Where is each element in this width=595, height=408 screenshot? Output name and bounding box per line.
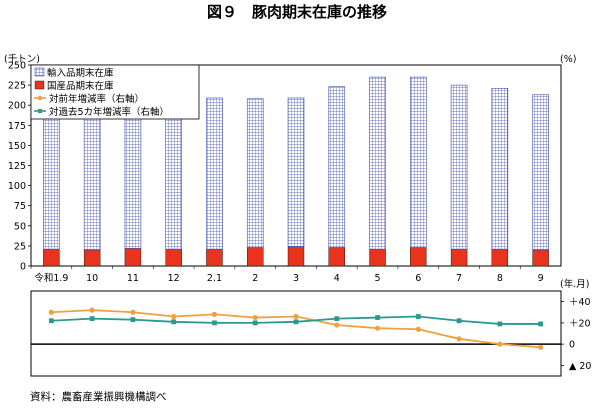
bar-domestic [287, 246, 305, 267]
point-five-year [375, 315, 380, 320]
point-yoy [538, 344, 544, 350]
bar-domestic [206, 248, 223, 267]
point-yoy [334, 322, 340, 328]
bar-imported [246, 98, 264, 248]
x-axis-tick-label: 5 [375, 273, 381, 284]
left-axis-tick-label: 225 [8, 81, 26, 92]
bar-imported [328, 86, 346, 248]
point-yoy [171, 313, 177, 320]
left-axis-tick-label: 125 [8, 161, 26, 172]
x-axis-tick-label: 12 [168, 273, 180, 284]
point-five-year [89, 316, 95, 322]
bar-domestic [450, 248, 468, 267]
x-axis-tick-label: 2 [252, 273, 258, 284]
left-axis-unit: (千トン) [4, 54, 40, 65]
x-axis-tick-label: 4 [334, 273, 340, 284]
left-axis-tick-label: 150 [8, 141, 26, 152]
right-axis-tick-label: ＋40 [569, 297, 591, 308]
bar-imported [369, 76, 386, 250]
x-axis-labels: 令和1.9 10 11 12 2.1 2 3 4 5 6 7 8 9 [30, 266, 544, 284]
point-five-year [293, 319, 299, 325]
point-yoy [211, 311, 218, 317]
x-axis-tick-label: 3 [293, 273, 299, 284]
legend-label-five-year: 対過去5カ年増減率（右軸） [49, 106, 169, 118]
point-yoy [374, 325, 381, 331]
legend-label-imported: 輸入品期末在庫 [47, 67, 114, 79]
point-yoy [89, 307, 95, 313]
point-five-year [497, 321, 503, 327]
bar-domestic [124, 248, 142, 267]
legend-swatch-imported [34, 67, 45, 77]
point-five-year [171, 319, 177, 325]
bar-series [43, 76, 549, 267]
legend-marker-five-year [38, 109, 42, 113]
bar-imported [206, 97, 223, 250]
left-axis-tick-label: 75 [14, 201, 26, 212]
x-axis-unit: (年.月) [560, 278, 589, 290]
point-yoy [456, 336, 462, 342]
point-yoy [293, 313, 299, 320]
chart-title: 図９ 豚肉期末在庫の推移 [207, 3, 387, 21]
legend-label-domestic: 国産品期末在庫 [47, 80, 114, 92]
x-axis-tick-label: 7 [456, 273, 462, 284]
left-axis-tick-label: 200 [8, 101, 26, 112]
x-axis-tick-label: 令和1.9 [34, 272, 68, 284]
bar-imported [450, 84, 468, 250]
bar-imported [287, 97, 305, 248]
right-axis-unit: (%) [560, 54, 576, 65]
x-axis-tick-label: 10 [86, 273, 98, 284]
point-five-year [48, 318, 54, 324]
bar-domestic [247, 247, 264, 267]
source-note: 資料：農畜産業振興機構調べ [30, 390, 167, 403]
left-axis-tick-label: 100 [8, 181, 26, 192]
legend-swatch-domestic [34, 80, 45, 90]
bar-domestic [369, 248, 386, 267]
point-yoy [130, 309, 136, 315]
line-panel: ＋40 ＋20 0 ▲ 20 [31, 297, 591, 372]
bar-domestic [83, 249, 101, 267]
left-axis-tick-label: 175 [8, 121, 26, 132]
point-five-year [538, 321, 544, 327]
left-axis-tick-label: 250 [8, 61, 26, 72]
bar-imported [410, 76, 427, 248]
x-axis-tick-label: 11 [127, 273, 139, 284]
bar-domestic [410, 247, 427, 267]
right-axis-tick-label: ▲ 20 [569, 361, 591, 372]
left-axis: 0 25 50 75 100 125 150 175 200 225 250 [8, 61, 31, 273]
legend: 輸入品期末在庫 国産品期末在庫 対前年増減率（右軸） 対過去5カ年増減率（右軸） [30, 64, 200, 120]
point-yoy [497, 341, 503, 347]
left-axis-tick-label: 50 [14, 221, 26, 232]
point-five-year [456, 318, 462, 324]
line-plot-frame [30, 290, 562, 377]
left-axis-tick-label: 0 [20, 262, 26, 273]
bar-domestic [328, 247, 345, 267]
x-axis-tick-label: 8 [497, 273, 503, 284]
x-axis-tick-label: 9 [538, 273, 544, 284]
point-yoy [415, 326, 421, 332]
point-five-year [334, 316, 340, 322]
left-axis-tick-label: 25 [14, 241, 26, 252]
bar-domestic [43, 248, 60, 267]
right-axis-tick-label: 0 [569, 340, 575, 351]
bar-domestic [491, 248, 509, 267]
legend-box [30, 64, 200, 120]
point-yoy [48, 309, 54, 315]
point-five-year [252, 320, 258, 326]
bar-domestic [532, 249, 549, 267]
legend-label-yoy: 対前年増減率（右軸） [49, 93, 144, 105]
x-axis-tick-label: 6 [415, 273, 421, 284]
bar-domestic [165, 248, 182, 267]
point-five-year [212, 320, 217, 326]
point-five-year [415, 314, 421, 319]
point-yoy [252, 314, 258, 321]
bar-imported [165, 104, 182, 250]
x-axis-tick-label: 2.1 [207, 273, 222, 284]
legend-marker-yoy [37, 95, 43, 101]
right-axis-tick-label: ＋20 [569, 318, 591, 329]
bar-imported [532, 94, 549, 251]
point-five-year [130, 317, 136, 323]
bar-imported [491, 88, 509, 250]
